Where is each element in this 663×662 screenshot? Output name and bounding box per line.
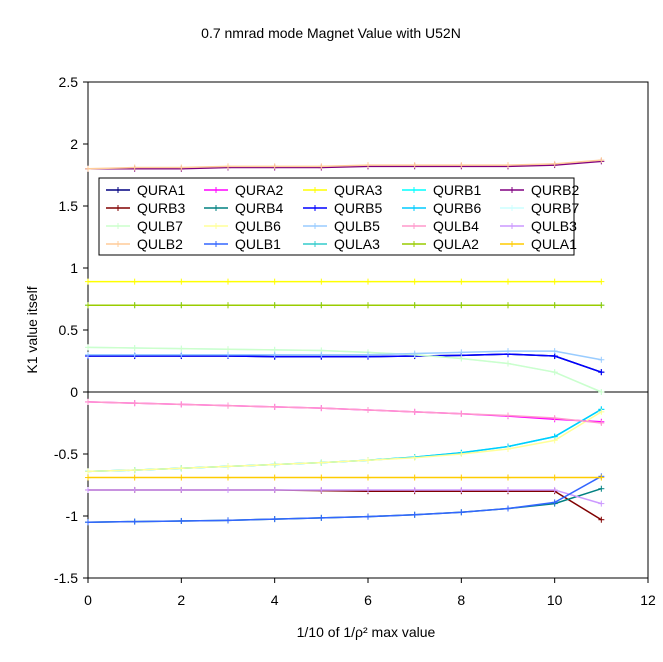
legend-label: QULB1 <box>235 236 281 252</box>
y-tick-label: 1 <box>70 260 78 276</box>
legend-item: QURB5 <box>303 200 382 216</box>
y-tick-label: 1.5 <box>59 198 79 214</box>
y-tick-label: -1 <box>66 508 79 524</box>
y-tick-label: 0.5 <box>59 322 79 338</box>
x-axis: 0 2 4 6 8 10 12 <box>84 578 656 608</box>
series-qulb7 <box>85 344 605 395</box>
series-line <box>87 401 602 424</box>
legend-item: QURB6 <box>402 200 481 216</box>
series-qulb6 <box>85 408 605 475</box>
legend-item: QURB3 <box>106 200 185 216</box>
legend-item: QULB4 <box>402 218 479 234</box>
legend-label: QURB2 <box>531 182 579 198</box>
legend-label: QURB7 <box>531 200 579 216</box>
series-line <box>88 160 602 170</box>
x-tick-label: 10 <box>547 592 563 608</box>
y-tick-label: 2 <box>70 136 78 152</box>
y-tick-label: 0 <box>70 384 78 400</box>
y-tick-label: -1.5 <box>54 570 78 586</box>
x-tick-label: 0 <box>84 592 92 608</box>
x-tick-label: 4 <box>271 592 279 608</box>
legend-label: QULA2 <box>433 236 479 252</box>
series-qula1 <box>85 474 605 481</box>
legend-item: QURB4 <box>204 200 283 216</box>
legend-label: QULA1 <box>531 236 577 252</box>
legend-item: QURB1 <box>402 182 481 198</box>
x-tick-label: 6 <box>364 592 372 608</box>
series-line <box>87 401 602 423</box>
x-tick-label: 2 <box>177 592 185 608</box>
legend-label: QULB7 <box>137 218 183 234</box>
series-line <box>87 159 602 170</box>
series-qula2 <box>85 302 605 309</box>
plot-area <box>87 81 649 579</box>
legend-label: QURB3 <box>137 200 185 216</box>
legend-box <box>98 177 575 256</box>
series-qulb3 <box>85 486 605 507</box>
legend-item: QULA1 <box>500 236 577 252</box>
series-line <box>88 489 602 521</box>
legend-label: QULB5 <box>334 218 380 234</box>
legend-label: QULB4 <box>433 218 479 234</box>
series-line <box>88 353 602 373</box>
legend-item: QURA3 <box>303 182 382 198</box>
series-qura3 <box>85 278 605 285</box>
series-group <box>85 157 605 526</box>
legend-item: QURB7 <box>500 200 579 216</box>
series-line <box>88 350 602 361</box>
legend-item: QULB7 <box>106 218 183 234</box>
series-line <box>88 489 602 505</box>
legend-item: QULB2 <box>106 236 183 252</box>
legend-label: QURB1 <box>433 182 481 198</box>
series-line <box>87 475 602 523</box>
legend-label: QULA3 <box>334 236 380 252</box>
x-tick-label: 8 <box>457 592 465 608</box>
legend-item: QURA1 <box>106 182 185 198</box>
legend-item: QULB5 <box>303 218 380 234</box>
legend-item: QULB1 <box>204 236 281 252</box>
legend-item: QULB6 <box>204 218 281 234</box>
series-qulb4 <box>85 398 605 426</box>
legend-item: QULB3 <box>500 218 577 234</box>
legend-item: QURA2 <box>204 182 283 198</box>
legend-label: QURB6 <box>433 200 481 216</box>
y-tick-label: 2.5 <box>59 74 79 90</box>
legend-item: QURB2 <box>500 182 579 198</box>
legend-label: QURB4 <box>235 200 283 216</box>
series-qulb1 <box>85 473 605 526</box>
legend-label: QURA2 <box>235 182 283 198</box>
legend-label: QURA1 <box>137 182 185 198</box>
series-qulb2 <box>85 157 605 172</box>
legend-label: QULB2 <box>137 236 183 252</box>
legend-label: QURA3 <box>334 182 382 198</box>
y-axis: 2.5 2 1.5 1 0.5 0 -0.5 -1 -1.5 <box>54 74 88 586</box>
y-tick-label: -0.5 <box>54 446 78 462</box>
series-qura2 <box>85 398 605 425</box>
legend: QURA1 QURA2 QURA3 QURB1 QURB2 QURB3 QURB4 QURB5… <box>98 177 579 256</box>
legend-label: QULB3 <box>531 218 577 234</box>
chart-title: 0.7 nmrad mode Magnet Value with U52N <box>201 25 461 41</box>
series-line <box>87 346 602 393</box>
x-axis-label: 1/10 of 1/ρ² max value <box>297 624 436 640</box>
y-axis-label: K1 value itself <box>24 286 40 373</box>
legend-item: QULA2 <box>402 236 479 252</box>
legend-item: QULA3 <box>303 236 380 252</box>
series-qulb5 <box>85 348 605 363</box>
legend-label: QURB5 <box>334 200 382 216</box>
series-line <box>87 411 602 473</box>
legend-label: QULB6 <box>235 218 281 234</box>
x-tick-label: 12 <box>640 592 656 608</box>
